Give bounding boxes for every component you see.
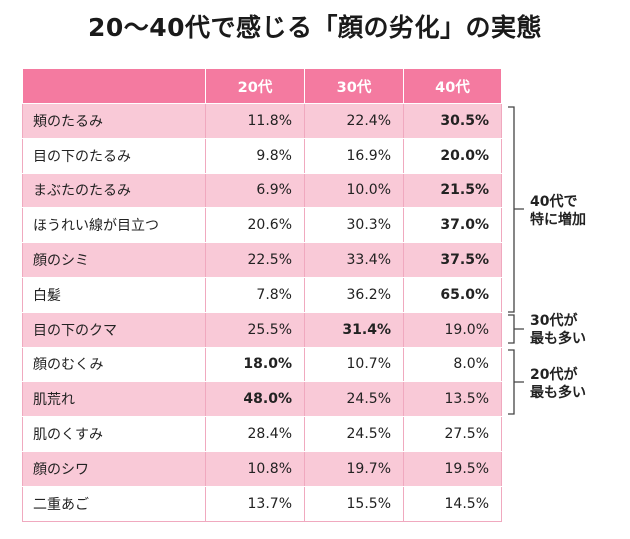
cell-value: 22.4% [304,103,404,139]
cell-value: 25.5% [205,311,305,348]
row-label: 肌荒れ [22,381,206,418]
annotation-line: 30代が [530,313,578,329]
cell-value: 6.9% [205,172,305,209]
annotation-40s: 40代で 特に増加 [530,193,586,229]
cell-value: 18.0% [205,346,305,383]
cell-value: 30.5% [403,103,502,139]
column-header-40s: 40代 [403,68,502,104]
column-header-30s: 30代 [304,68,404,104]
cell-value: 11.8% [205,103,305,139]
row-label: ほうれい線が目立つ [22,207,206,244]
annotation-line: 20代が [530,367,578,383]
row-label: 白髪 [22,276,206,313]
table-row: 顔のむくみ 18.0% 10.7% 8.0% [22,346,502,383]
cell-value: 31.4% [304,311,404,348]
cell-value: 28.4% [205,416,305,452]
cell-value: 10.0% [304,172,404,209]
row-label: 目の下のたるみ [22,137,206,174]
cell-value: 8.0% [403,346,502,383]
cell-value: 20.0% [403,137,502,174]
cell-value: 19.0% [403,311,502,348]
row-label: 二重あご [22,485,206,522]
cell-value: 30.3% [304,207,404,244]
cell-value: 33.4% [304,242,404,278]
annotation-line: 特に増加 [530,212,586,228]
table-row: 肌のくすみ 28.4% 24.5% 27.5% [22,416,502,452]
annotation-line: 最も多い [530,331,586,347]
table-row: 肌荒れ 48.0% 24.5% 13.5% [22,381,502,418]
annotation-line: 最も多い [530,385,586,401]
table-row: 頬のたるみ 11.8% 22.4% 30.5% [22,103,502,139]
cell-value: 20.6% [205,207,305,244]
cell-value: 27.5% [403,416,502,452]
row-label: 顔のむくみ [22,346,206,383]
cell-value: 24.5% [304,416,404,452]
table-row: 目の下のクマ 25.5% 31.4% 19.0% [22,311,502,348]
data-table: 20代 30代 40代 頬のたるみ 11.8% 22.4% 30.5% 目の下のたるみ 9… [22,68,502,522]
annotation-20s: 20代が 最も多い [530,366,586,402]
annotation-line: 40代で [530,194,578,210]
cell-value: 19.7% [304,450,404,487]
cell-value: 24.5% [304,381,404,418]
cell-value: 10.8% [205,450,305,487]
annotation-30s: 30代が 最も多い [530,312,586,348]
table-row: まぶたのたるみ 6.9% 10.0% 21.5% [22,172,502,209]
cell-value: 19.5% [403,450,502,487]
cell-value: 13.5% [403,381,502,418]
bracket-40s [508,106,524,313]
cell-value: 10.7% [304,346,404,383]
cell-value: 36.2% [304,276,404,313]
cell-value: 14.5% [403,485,502,522]
table-row: 白髪 7.8% 36.2% 65.0% [22,276,502,313]
row-label: 肌のくすみ [22,416,206,452]
page-title: 20〜40代で感じる「顔の劣化」の実態 [87,13,543,42]
cell-value: 13.7% [205,485,305,522]
cell-value: 48.0% [205,381,305,418]
row-label: まぶたのたるみ [22,172,206,209]
column-header-20s: 20代 [205,68,305,104]
table-row: 顔のシワ 10.8% 19.7% 19.5% [22,450,502,487]
cell-value: 15.5% [304,485,404,522]
row-label: 顔のシワ [22,450,206,487]
table-row: 二重あご 13.7% 15.5% 14.5% [22,485,502,522]
cell-value: 65.0% [403,276,502,313]
table-row: ほうれい線が目立つ 20.6% 30.3% 37.0% [22,207,502,244]
column-header-label [22,68,206,104]
row-label: 頬のたるみ [22,103,206,139]
table-row: 顔のシミ 22.5% 33.4% 37.5% [22,242,502,278]
cell-value: 7.8% [205,276,305,313]
cell-value: 16.9% [304,137,404,174]
row-label: 顔のシミ [22,242,206,278]
cell-value: 37.5% [403,242,502,278]
row-label: 目の下のクマ [22,311,206,348]
table-row: 目の下のたるみ 9.8% 16.9% 20.0% [22,137,502,174]
cell-value: 9.8% [205,137,305,174]
table-body: 頬のたるみ 11.8% 22.4% 30.5% 目の下のたるみ 9.8% 16.9% 20.0… [22,103,502,522]
bracket-30s [508,314,524,344]
cell-value: 37.0% [403,207,502,244]
cell-value: 21.5% [403,172,502,209]
cell-value: 22.5% [205,242,305,278]
table-header-row: 20代 30代 40代 [22,68,502,104]
bracket-20s [508,349,524,415]
